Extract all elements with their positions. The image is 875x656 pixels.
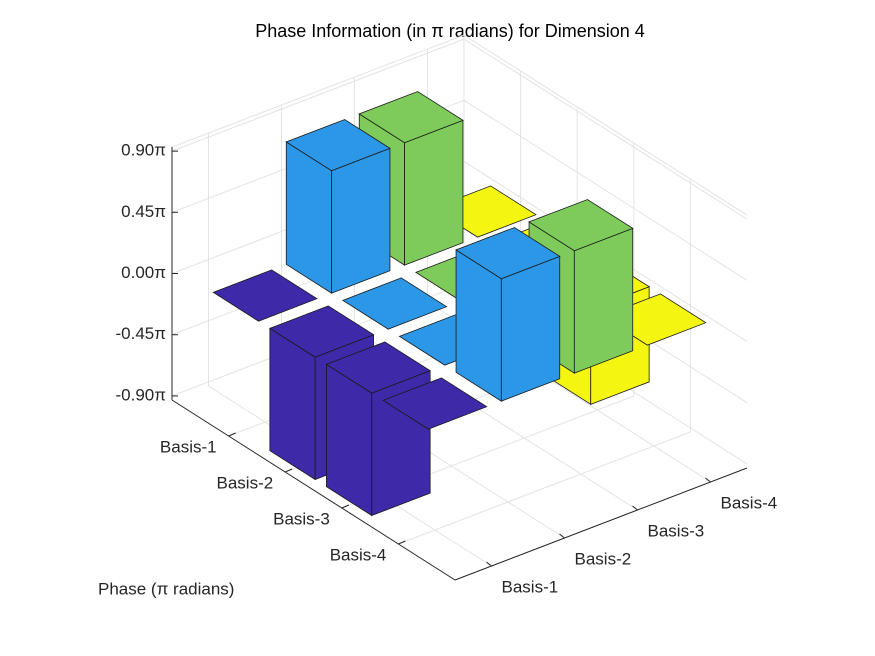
grid-line [398,431,691,545]
y-tick-label: Basis-3 [273,509,330,528]
bar-front [573,227,634,374]
x-axis [454,467,748,581]
y-tick-label: Basis-2 [217,473,274,492]
grid-line [463,34,748,216]
y-tick [228,432,236,437]
x-tick-label: Basis-3 [648,521,705,540]
grid-line [463,38,748,220]
bar-top [455,227,561,280]
bar-top [325,341,432,394]
bar-top [268,305,375,358]
grid-line [463,99,748,281]
x-tick [559,533,565,539]
bar-front [500,255,561,402]
x-tick-label: Basis-2 [575,549,632,568]
x-tick-label: Basis-4 [721,493,778,512]
bar-front [331,147,391,294]
z-tick-label: 0.90π [121,141,166,160]
bar-top [285,119,391,172]
x-tick [705,477,711,483]
z-tick-label: -0.90π [116,385,166,404]
y-tick [341,504,349,509]
y-tick-label: Basis-4 [330,545,387,564]
z-tick-label: -0.45π [116,324,166,343]
chart-title: Phase Information (in π radians) for Dim… [255,21,645,41]
z-tick-label: 0.45π [121,202,166,221]
bar-top [212,269,318,322]
y-axis [171,399,456,581]
grid-line [171,38,465,152]
bar-top [382,377,488,430]
y-tick-label: Basis-1 [160,437,217,456]
y-tick [398,540,406,545]
x-tick-label: Basis-1 [502,577,559,596]
y-tick [285,468,293,473]
x-tick [632,505,638,511]
x-tick [486,561,492,567]
bar-top [528,199,634,252]
z-tick-label: 0.00π [121,263,166,282]
bar-top [358,91,464,144]
bar-front [404,119,464,266]
z-axis-label: Phase (π radians) [98,579,234,598]
grid-line [171,34,465,148]
bar-top [341,277,448,330]
